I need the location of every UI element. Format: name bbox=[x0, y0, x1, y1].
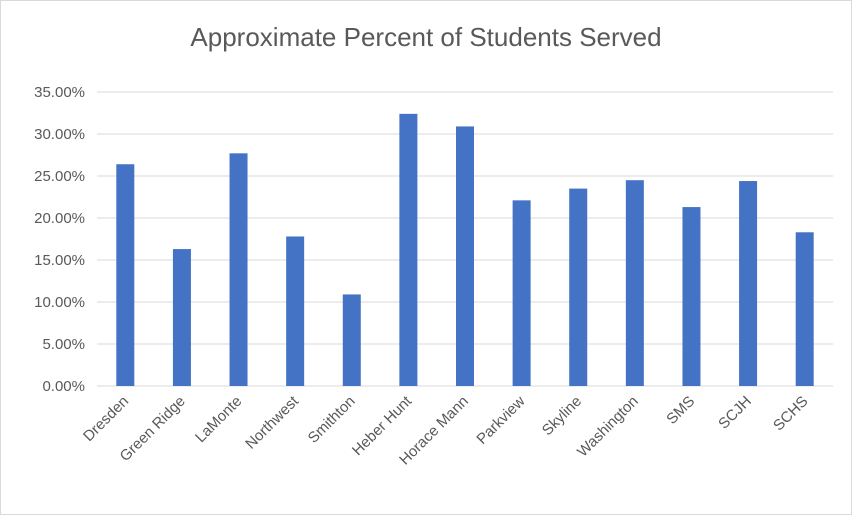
bar-parkview bbox=[512, 200, 531, 386]
bar-scjh bbox=[739, 181, 758, 386]
y-tick-label: 30.00% bbox=[34, 126, 85, 143]
y-tick-label: 5.00% bbox=[42, 336, 85, 353]
x-category-label: Parkview bbox=[473, 393, 528, 448]
x-category-label: Washington bbox=[574, 393, 642, 461]
bar-northwest bbox=[286, 236, 305, 386]
bar-heber-hunt bbox=[399, 113, 418, 386]
x-category-label: Skyline bbox=[539, 393, 585, 439]
x-category-label: LaMonte bbox=[192, 393, 245, 446]
bar-sms bbox=[682, 207, 701, 386]
y-tick-label: 10.00% bbox=[34, 294, 85, 311]
x-category-label: Northwest bbox=[242, 392, 302, 452]
x-category-label: SMS bbox=[663, 393, 698, 428]
bar-skyline bbox=[569, 188, 588, 386]
x-category-label: SCJH bbox=[715, 393, 755, 433]
y-axis-tick-labels: 0.00% 5.00% 10.00% 15.00% 20.00% 25.00% 30.00%… bbox=[34, 84, 85, 395]
y-tick-label: 15.00% bbox=[34, 252, 85, 269]
x-category-label: SCHS bbox=[770, 393, 811, 434]
x-category-label: Smithton bbox=[305, 393, 359, 447]
bar-horace-mann bbox=[456, 126, 474, 386]
y-tick-label: 35.00% bbox=[34, 84, 85, 101]
bar-green-ridge bbox=[172, 249, 191, 386]
bar-dresden bbox=[116, 164, 135, 386]
bar-washington bbox=[625, 180, 644, 386]
x-category-label: Dresden bbox=[80, 393, 132, 445]
y-tick-label: 0.00% bbox=[42, 378, 85, 395]
bars bbox=[116, 113, 814, 386]
y-tick-label: 25.00% bbox=[34, 168, 85, 185]
bar-lamonte bbox=[229, 153, 248, 386]
chart-title: Approximate Percent of Students Served bbox=[190, 22, 662, 52]
bar-smithton bbox=[342, 294, 361, 386]
y-tick-label: 20.00% bbox=[34, 210, 85, 227]
bar-schs bbox=[795, 232, 814, 386]
